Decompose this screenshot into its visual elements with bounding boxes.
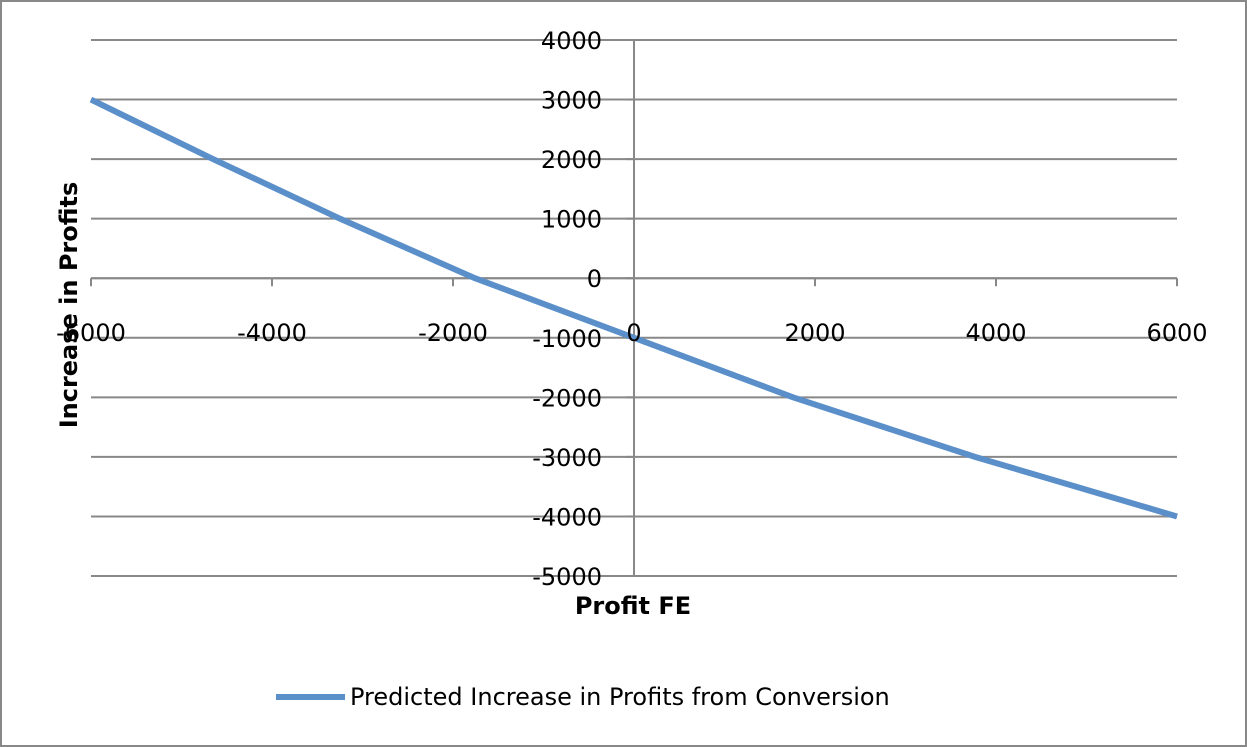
y-tick-label: -3000 xyxy=(532,444,602,472)
line-series xyxy=(89,96,1178,520)
y-tick-label: 2000 xyxy=(541,146,602,174)
x-tick-label: 4000 xyxy=(965,319,1026,347)
legend-label: Predicted Increase in Profits from Conve… xyxy=(350,683,890,711)
y-tick-label: 4000 xyxy=(541,27,602,55)
y-tick-label: -1000 xyxy=(532,325,602,353)
x-tick-label: -6000 xyxy=(56,319,126,347)
y-tick-label: -5000 xyxy=(532,563,602,591)
x-tick-label: -4000 xyxy=(237,319,307,347)
y-axis-title: Increase in Profits xyxy=(55,182,83,429)
y-tick-label: -4000 xyxy=(532,503,602,531)
x-tick-label: 2000 xyxy=(784,319,845,347)
x-tick-label: 6000 xyxy=(1146,319,1207,347)
y-tick-label: 0 xyxy=(587,265,602,293)
y-tick-label: 1000 xyxy=(541,206,602,234)
marks xyxy=(89,96,1178,520)
labels: -5000 -4000 -3000 -2000 -1000 0 1000 2000 3000 40… xyxy=(56,27,1207,711)
x-axis-title: Profit FE xyxy=(575,592,691,620)
y-tick-label: -2000 xyxy=(532,384,602,412)
grid xyxy=(90,39,1178,577)
x-tick-label: -2000 xyxy=(418,319,488,347)
y-tick-label: 3000 xyxy=(541,87,602,115)
x-tick-label: 0 xyxy=(626,319,641,347)
